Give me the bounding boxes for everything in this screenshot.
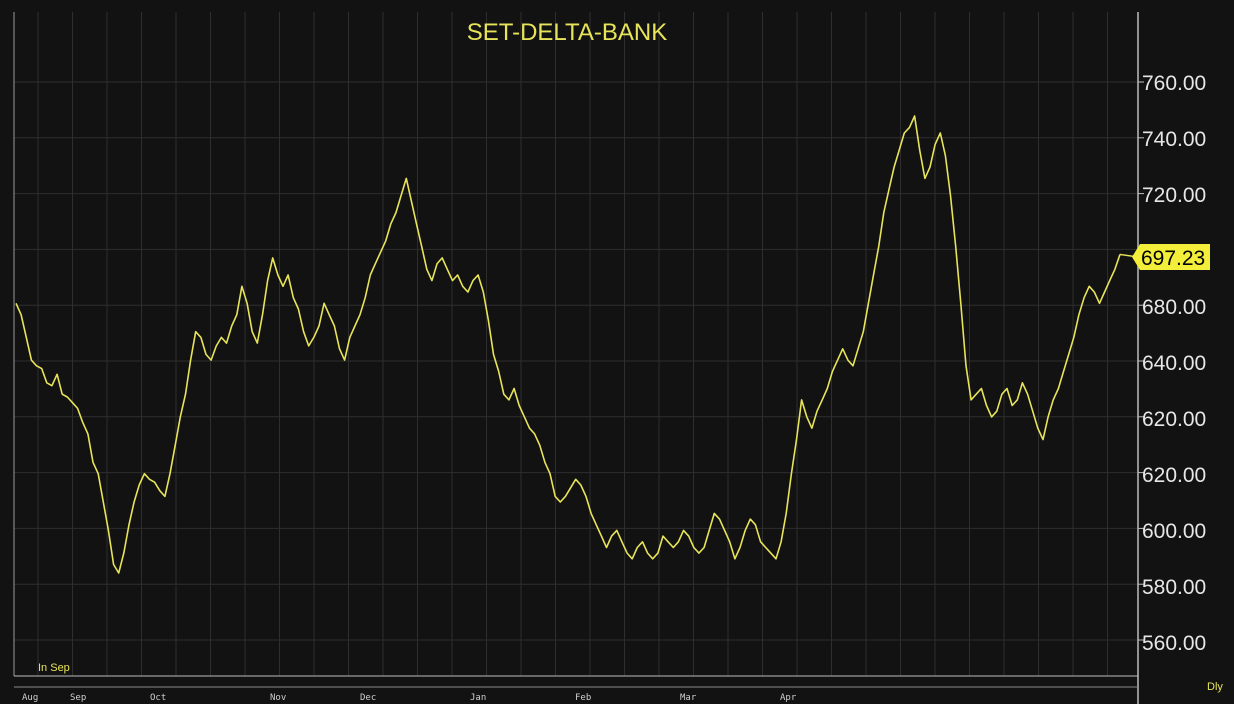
y-tick-label: 720.00 <box>1142 184 1206 207</box>
grid-layer <box>14 12 1138 676</box>
axis-layer <box>13 12 1144 704</box>
x-month-label: Aug <box>22 693 38 703</box>
x-month-label: Dec <box>360 693 376 703</box>
y-tick-label: 680.00 <box>1142 296 1206 319</box>
y-tick-label: 600.00 <box>1142 520 1206 543</box>
y-tick-label: 740.00 <box>1142 128 1206 151</box>
y-label-layer: 760.00 740.00 720.00 680.00 640.00 620.00 620.… <box>1142 72 1206 655</box>
x-month-label: Nov <box>270 693 286 703</box>
series-line <box>15 115 1121 574</box>
x-month-label: Oct <box>150 693 166 703</box>
period-label: Dly <box>1207 681 1223 693</box>
x-month-label: Feb <box>575 693 591 703</box>
last-value-layer: 697.23 <box>1132 244 1210 270</box>
last-value-badge <box>1132 244 1210 270</box>
y-tick-label: 580.00 <box>1142 576 1206 599</box>
corner-label: In Sep <box>38 662 70 674</box>
x-label-layer: Aug Sep Oct Nov Dec Jan Feb Mar Apr <box>22 693 797 703</box>
y-tick-label: 760.00 <box>1142 72 1206 95</box>
x-month-label: Jan <box>470 693 486 703</box>
chart-title: SET-DELTA-BANK <box>467 19 667 46</box>
y-tick-label: 560.00 <box>1142 632 1206 655</box>
x-month-label: Sep <box>70 693 86 703</box>
y-tick-label: 640.00 <box>1142 352 1206 375</box>
y-tick-label: 620.00 <box>1142 464 1206 487</box>
last-value-label: 697.23 <box>1141 247 1205 270</box>
x-month-label: Apr <box>780 693 797 703</box>
y-tick-label: 620.00 <box>1142 408 1206 431</box>
x-month-label: Mar <box>680 693 697 703</box>
